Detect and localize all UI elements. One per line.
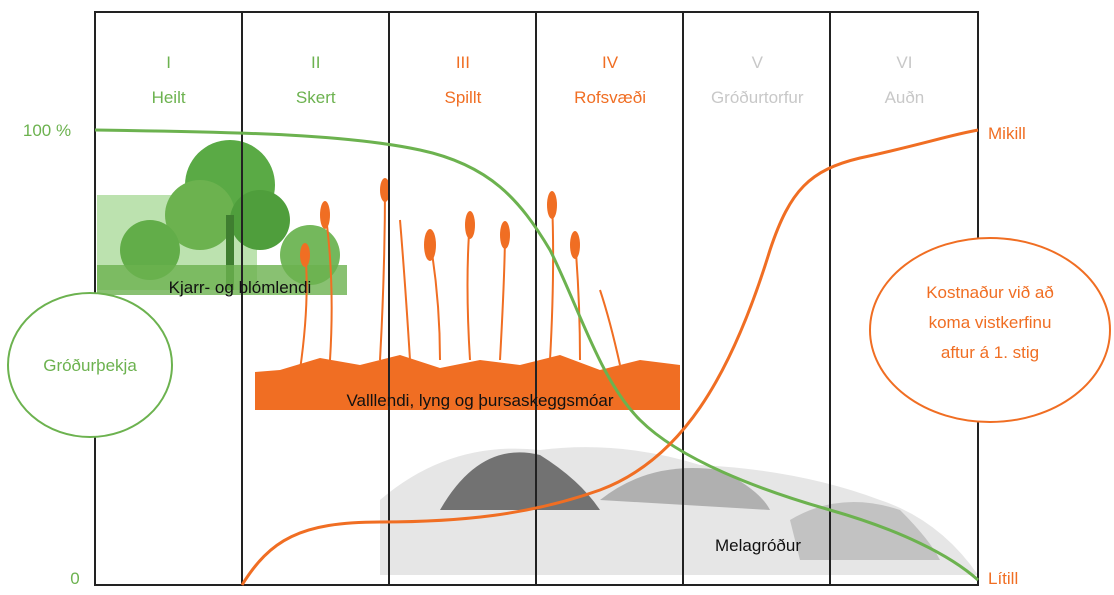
column-name: Spillt [444,88,481,107]
column-name: Rofsvæði [574,88,646,107]
shrub-label: Kjarr- og blómlendi [169,278,312,297]
column-numeral: III [456,53,470,72]
column-name: Skert [296,88,336,107]
left-top-label: 100 % [23,121,71,140]
grass-label: Valllendi, lyng og þursaskeggsmóar [346,391,613,410]
cost-label: koma vistkerfinu [929,313,1052,332]
cost-label: aftur á 1. stig [941,343,1039,362]
gravel-illustration [380,447,978,575]
diagram: I Heilt II Skert III Spillt IV Rofsvæði V Gróðurt… [0,0,1114,590]
column-numeral: I [166,53,171,72]
column-numeral: V [752,53,764,72]
gravel-label: Melagróður [715,536,801,555]
column-numeral: IV [602,53,619,72]
column-name: Heilt [152,88,186,107]
column-name: Gróðurtorfur [711,88,804,107]
column-numeral: VI [896,53,912,72]
shrub-illustration [97,140,347,295]
right-top-label: Mikill [988,124,1026,143]
coverage-label: Gróðurþekja [43,356,137,375]
left-bottom-label: 0 [70,569,79,588]
right-bottom-label: Lítill [988,569,1018,588]
column-name: Auðn [885,88,925,107]
column-numeral: II [311,53,320,72]
cost-label: Kostnaður við að [926,283,1054,302]
